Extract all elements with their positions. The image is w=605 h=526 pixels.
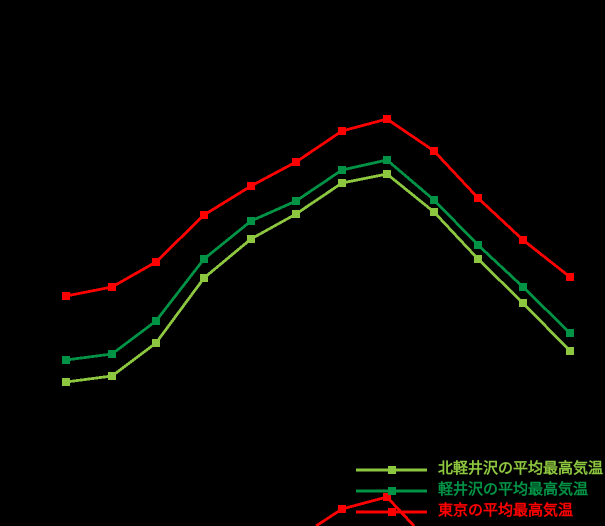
svg-text:軽井沢の平均最高気温: 軽井沢の平均最高気温 xyxy=(438,480,588,498)
svg-text:北軽井沢の平均最高気温: 北軽井沢の平均最高気温 xyxy=(438,459,603,477)
svg-text:東京の平均最高気温: 東京の平均最高気温 xyxy=(438,501,573,519)
